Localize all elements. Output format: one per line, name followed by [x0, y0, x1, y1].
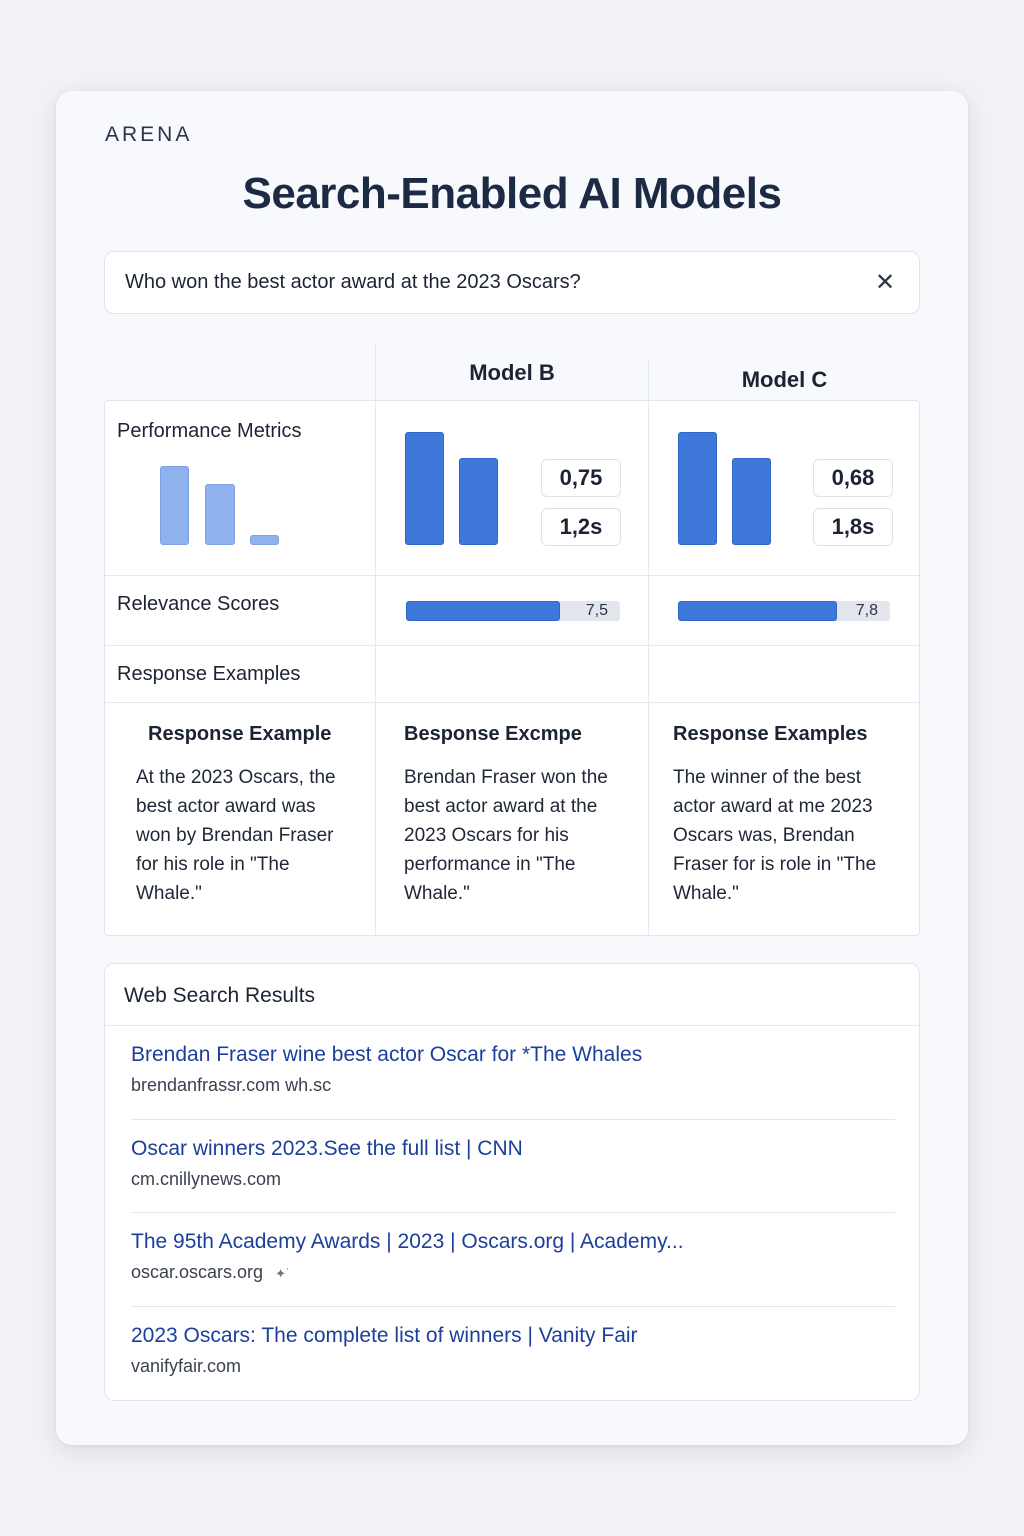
performance-chart-bar — [160, 466, 189, 545]
search-result: Oscar winners 2023.See the full list | C… — [131, 1137, 895, 1231]
model-b-score-value: 0,75 — [541, 459, 621, 497]
performance-chart-bar — [250, 535, 279, 545]
column-header-model-b: Model B — [375, 345, 648, 401]
row-relevance-scores: Relevance Scores 7,5 7,8 — [105, 576, 919, 646]
model-b-relevance-fill — [406, 601, 560, 621]
search-result-url: cm.cnillynews.com — [131, 1169, 282, 1189]
row-response-examples: Response Examples — [105, 646, 919, 703]
example-text-a: At the 2023 Oscars, the best actor award… — [136, 767, 336, 904]
search-result: Brendan Fraser wine best actor Oscar for… — [131, 1043, 895, 1137]
example-text-c: The winner of the best actor award at me… — [673, 767, 877, 904]
search-result-link[interactable]: The 95th Academy Awards | 2023 | Oscars.… — [131, 1230, 684, 1253]
row-label-performance: Performance Metrics — [117, 420, 302, 442]
search-result-url-row: oscar.oscars.org ✦˙ — [131, 1262, 895, 1283]
search-result-link[interactable]: Oscar winners 2023.See the full list | C… — [131, 1137, 523, 1160]
row-label-relevance: Relevance Scores — [117, 593, 280, 615]
performance-chart-bar — [205, 484, 235, 545]
web-search-results: Web Search Results Brendan Fraser wine b… — [104, 963, 920, 1401]
model-c-latency-value: 1,8s — [813, 508, 893, 546]
model-b-latency-value: 1,2s — [541, 508, 621, 546]
search-result-url: brendanfrassr.com wh.sc — [131, 1075, 332, 1095]
main-card: ARENA Search-Enabled AI Models ✕ Model B… — [56, 91, 968, 1445]
model-c-relevance-track: 7,8 — [678, 601, 890, 621]
search-result-url: oscar.oscars.org — [131, 1262, 264, 1282]
search-bar: ✕ — [104, 251, 920, 314]
search-input[interactable] — [125, 271, 871, 294]
example-heading-c: Response Examples — [673, 723, 868, 745]
brand-logo: ARENA — [105, 123, 193, 146]
example-text-b: Brendan Fraser won the best actor award … — [404, 767, 608, 904]
clear-search-button[interactable]: ✕ — [871, 269, 899, 297]
row-label-examples: Response Examples — [117, 663, 301, 685]
example-heading-b: Besponse Excmpe — [404, 723, 582, 745]
row-example-texts: Response Example At the 2023 Oscars, the… — [105, 703, 919, 935]
search-result-url: vanifyfair.com — [131, 1356, 242, 1376]
model-c-score-value: 0,68 — [813, 459, 893, 497]
model-b-relevance-track: 7,5 — [406, 601, 620, 621]
search-result-link[interactable]: 2023 Oscars: The complete list of winner… — [131, 1324, 638, 1347]
search-result: 2023 Oscars: The complete list of winner… — [131, 1324, 895, 1418]
model-b-score-bar — [405, 432, 444, 545]
model-c-latency-bar — [732, 458, 771, 545]
model-c-score-bar — [678, 432, 717, 545]
column-header-model-c: Model C — [648, 359, 920, 401]
example-heading-a: Response Example — [148, 723, 332, 745]
model-c-relevance-value: 7,8 — [855, 602, 878, 619]
model-b-latency-bar — [459, 458, 498, 545]
search-result-link[interactable]: Brendan Fraser wine best actor Oscar for… — [131, 1043, 643, 1066]
row-performance-metrics: Performance Metrics 0,75 1,2s 0,68 1,8s — [105, 401, 919, 576]
model-b-relevance-value: 7,5 — [585, 602, 608, 619]
search-result: The 95th Academy Awards | 2023 | Oscars.… — [131, 1230, 895, 1324]
comparison-table: Performance Metrics 0,75 1,2s 0,68 1,8s — [104, 400, 920, 936]
model-c-relevance-fill — [678, 601, 837, 621]
web-results-heading: Web Search Results — [105, 964, 919, 1026]
sparkle-icon: ✦˙ — [275, 1266, 291, 1281]
close-icon: ✕ — [874, 268, 896, 296]
page-title: Search-Enabled AI Models — [242, 169, 782, 218]
